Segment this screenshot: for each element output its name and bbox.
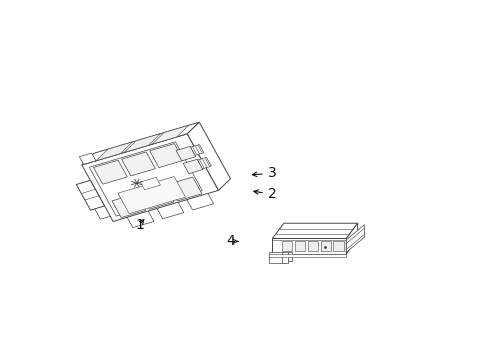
- Polygon shape: [197, 157, 211, 169]
- Polygon shape: [157, 202, 183, 219]
- Text: 3: 3: [252, 166, 276, 180]
- Polygon shape: [186, 193, 213, 210]
- Polygon shape: [187, 122, 230, 190]
- Polygon shape: [346, 225, 364, 252]
- Polygon shape: [79, 153, 96, 165]
- Polygon shape: [272, 223, 357, 238]
- Polygon shape: [112, 194, 145, 217]
- Polygon shape: [96, 142, 132, 161]
- Polygon shape: [152, 125, 188, 144]
- Polygon shape: [307, 241, 318, 251]
- Polygon shape: [268, 252, 283, 264]
- Text: 1: 1: [135, 218, 143, 232]
- Polygon shape: [95, 206, 110, 219]
- Polygon shape: [281, 252, 287, 264]
- Polygon shape: [268, 254, 346, 257]
- Polygon shape: [168, 177, 202, 201]
- Polygon shape: [294, 241, 305, 251]
- Polygon shape: [320, 241, 330, 251]
- Polygon shape: [176, 147, 195, 161]
- Polygon shape: [89, 142, 202, 216]
- Polygon shape: [281, 241, 292, 251]
- Polygon shape: [81, 122, 199, 165]
- Polygon shape: [183, 159, 203, 174]
- Polygon shape: [149, 144, 183, 168]
- Polygon shape: [288, 252, 291, 261]
- Polygon shape: [190, 145, 203, 156]
- Polygon shape: [140, 185, 174, 209]
- Polygon shape: [127, 211, 154, 228]
- Polygon shape: [122, 152, 155, 176]
- Polygon shape: [118, 176, 185, 214]
- Polygon shape: [76, 180, 104, 210]
- Polygon shape: [93, 160, 127, 184]
- Text: 2: 2: [253, 187, 276, 201]
- Polygon shape: [346, 223, 357, 254]
- Polygon shape: [81, 134, 218, 221]
- Polygon shape: [272, 238, 346, 254]
- Polygon shape: [333, 241, 344, 251]
- Text: 4: 4: [225, 234, 237, 248]
- Polygon shape: [140, 177, 160, 190]
- Polygon shape: [124, 134, 160, 153]
